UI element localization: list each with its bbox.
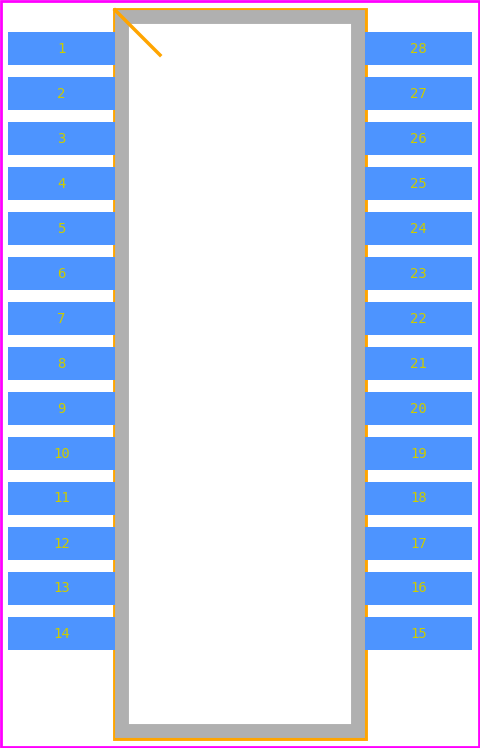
Bar: [8, 257, 115, 290]
Bar: [365, 347, 472, 380]
Bar: [122, 17, 358, 731]
Bar: [365, 302, 472, 335]
Text: 3: 3: [57, 132, 66, 146]
Text: 10: 10: [53, 447, 70, 461]
Bar: [8, 347, 115, 380]
Bar: [365, 212, 472, 245]
Text: 24: 24: [410, 221, 427, 236]
Bar: [8, 122, 115, 155]
Bar: [115, 10, 365, 738]
Text: 25: 25: [410, 177, 427, 191]
Bar: [365, 167, 472, 200]
Bar: [8, 302, 115, 335]
Bar: [365, 482, 472, 515]
Text: 8: 8: [57, 357, 66, 370]
Bar: [365, 77, 472, 110]
Text: 18: 18: [410, 491, 427, 506]
Bar: [365, 257, 472, 290]
Bar: [365, 572, 472, 605]
Bar: [8, 167, 115, 200]
Bar: [8, 482, 115, 515]
Bar: [8, 32, 115, 65]
Text: 13: 13: [53, 581, 70, 595]
Text: 17: 17: [410, 536, 427, 551]
Text: 23: 23: [410, 266, 427, 280]
Bar: [8, 437, 115, 470]
Bar: [365, 32, 472, 65]
Text: 20: 20: [410, 402, 427, 415]
Bar: [8, 572, 115, 605]
Bar: [365, 617, 472, 650]
Text: 21: 21: [410, 357, 427, 370]
Text: 19: 19: [410, 447, 427, 461]
Text: 5: 5: [57, 221, 66, 236]
Bar: [365, 392, 472, 425]
Text: 1: 1: [57, 41, 66, 55]
Text: 11: 11: [53, 491, 70, 506]
Bar: [365, 122, 472, 155]
Text: 16: 16: [410, 581, 427, 595]
Text: 6: 6: [57, 266, 66, 280]
Text: 14: 14: [53, 627, 70, 640]
Bar: [365, 437, 472, 470]
Text: 9: 9: [57, 402, 66, 415]
Bar: [8, 617, 115, 650]
Text: 15: 15: [410, 627, 427, 640]
Bar: [365, 527, 472, 560]
Text: 4: 4: [57, 177, 66, 191]
Text: 7: 7: [57, 311, 66, 325]
Text: 2: 2: [57, 87, 66, 100]
Text: 26: 26: [410, 132, 427, 146]
Text: 28: 28: [410, 41, 427, 55]
Bar: [8, 392, 115, 425]
Text: 22: 22: [410, 311, 427, 325]
Bar: [8, 527, 115, 560]
Bar: [8, 212, 115, 245]
Bar: [8, 77, 115, 110]
Text: 27: 27: [410, 87, 427, 100]
Text: 12: 12: [53, 536, 70, 551]
